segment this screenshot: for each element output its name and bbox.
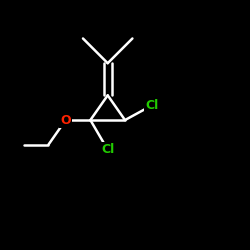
Text: O: O: [60, 114, 71, 126]
Text: Cl: Cl: [146, 99, 159, 112]
Text: Cl: Cl: [101, 143, 114, 156]
